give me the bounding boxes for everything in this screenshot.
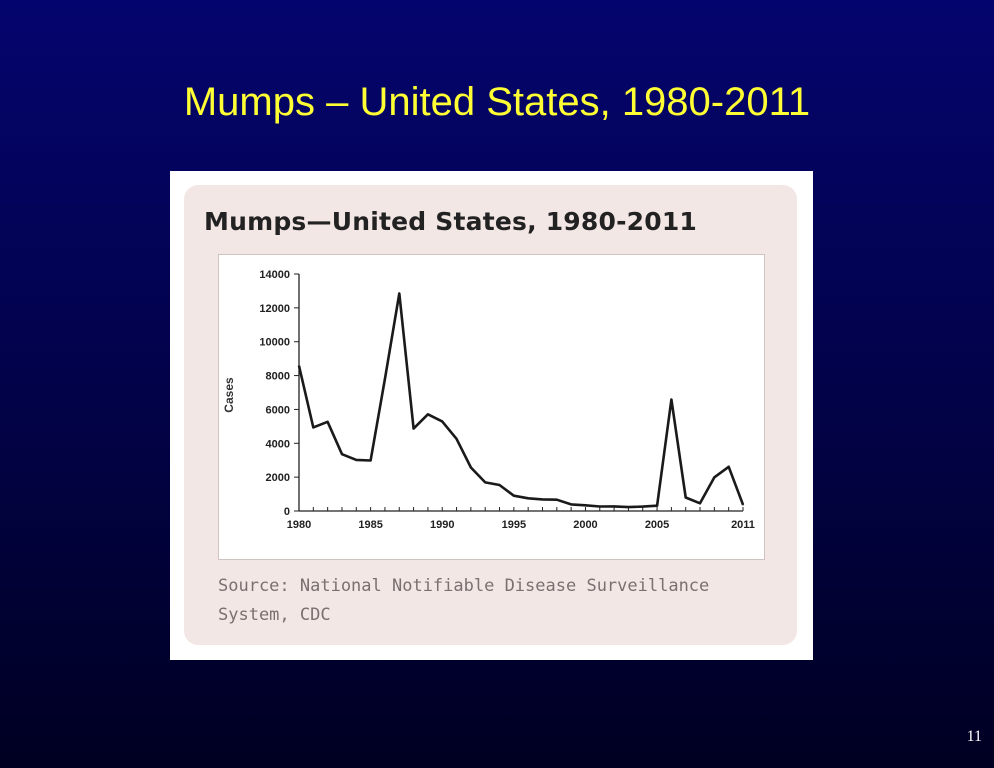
data-point	[312, 426, 315, 429]
slide-title: Mumps – United States, 1980-2011	[183, 80, 811, 124]
data-point	[627, 506, 630, 508]
series-line	[297, 292, 745, 509]
data-point	[326, 421, 329, 423]
y-tick-label: 0	[284, 506, 290, 518]
data-point	[570, 503, 572, 506]
data-point	[355, 459, 358, 461]
y-axis-label: Cases	[222, 377, 236, 413]
x-tick-label: 1985	[358, 519, 382, 531]
data-point	[470, 466, 472, 469]
y-tick-label: 2000	[266, 472, 290, 484]
data-point	[742, 503, 744, 506]
y-tick-label: 6000	[266, 404, 290, 416]
x-tick-label: 2005	[645, 519, 669, 531]
source-note: Source: National Notifiable Disease Surv…	[218, 576, 710, 625]
x-tick-label: 2000	[573, 519, 597, 531]
data-point	[641, 505, 644, 508]
data-point	[684, 496, 687, 499]
x-tick-label: 1980	[287, 519, 311, 531]
data-point	[298, 365, 300, 367]
data-point	[556, 498, 558, 501]
data-point	[599, 505, 601, 508]
data-point	[670, 398, 673, 401]
data-point	[513, 494, 515, 497]
data-point	[369, 459, 372, 462]
plot-panel: Cases 0 2000 4000 6000 8000 10000 12000 14000 19…	[218, 254, 765, 560]
data-point	[498, 484, 501, 486]
y-tick-label: 8000	[266, 371, 290, 383]
y-tick-label: 12000	[259, 303, 290, 315]
data-point	[584, 504, 587, 507]
data-point	[613, 505, 615, 508]
y-tick-label: 10000	[259, 337, 290, 349]
chart-title: Mumps—United States, 1980-2011	[204, 207, 698, 236]
chart-figure: Mumps—United States, 1980-2011 Cases 0 20…	[170, 171, 813, 660]
data-point	[541, 498, 544, 501]
data-point	[455, 438, 458, 440]
y-tick-label: 4000	[266, 438, 290, 450]
data-point	[656, 504, 658, 507]
data-point	[727, 466, 730, 468]
data-point	[427, 413, 429, 416]
x-tick-label: 1990	[430, 519, 454, 531]
data-point	[384, 378, 386, 380]
data-point	[412, 427, 415, 430]
line-chart: Cases 0 2000 4000 6000 8000 10000 12000 14000 19…	[222, 269, 755, 531]
data-point	[699, 502, 701, 505]
data-point	[527, 497, 529, 500]
data-point	[484, 481, 487, 484]
data-point	[398, 292, 401, 295]
page-number: 11	[966, 728, 982, 745]
data-point	[441, 420, 443, 423]
data-point	[341, 453, 343, 455]
y-tick-label: 14000	[259, 269, 290, 281]
x-tick-label: 1995	[502, 519, 526, 531]
data-point	[713, 476, 716, 479]
x-tick-label: 2011	[731, 519, 755, 531]
